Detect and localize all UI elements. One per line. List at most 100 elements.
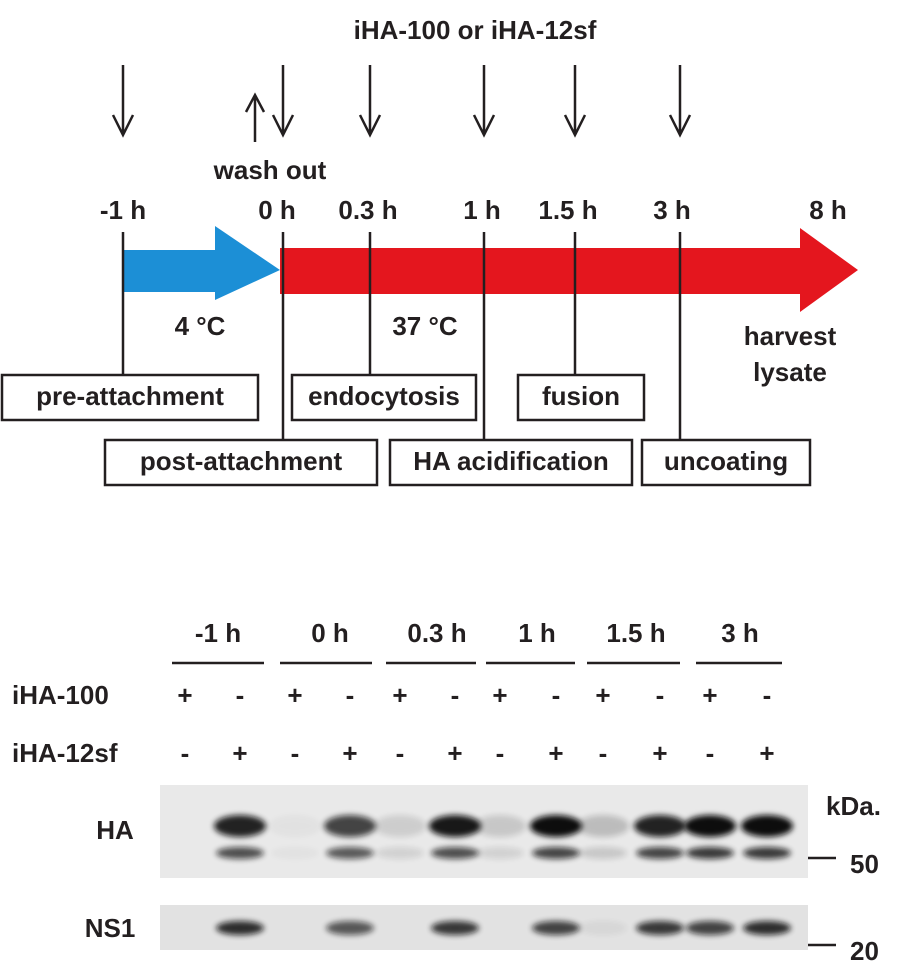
sign: - xyxy=(451,680,460,710)
marker: 50 xyxy=(850,849,879,879)
sign: + xyxy=(177,680,192,710)
band xyxy=(429,815,481,837)
harvest-label: harvest xyxy=(744,321,837,351)
lane-time: -1 h xyxy=(195,618,241,648)
band xyxy=(374,815,426,837)
stage-label: fusion xyxy=(542,381,620,411)
stage-box xyxy=(640,438,812,487)
time-label: 3 h xyxy=(653,195,691,225)
stage-label: uncoating xyxy=(664,446,788,476)
sign: - xyxy=(346,680,355,710)
band xyxy=(530,815,582,837)
sign: - xyxy=(181,738,190,768)
unit: kDa. xyxy=(826,791,881,821)
lane-time: 1 h xyxy=(518,618,556,648)
sign: + xyxy=(287,680,302,710)
band xyxy=(532,921,580,935)
time-label: -1 h xyxy=(100,195,146,225)
wash-out: wash out xyxy=(213,155,327,185)
sign: + xyxy=(548,738,563,768)
stage-label: HA acidification xyxy=(413,446,609,476)
panel-label: HA xyxy=(96,815,134,845)
sign: - xyxy=(706,738,715,768)
band xyxy=(743,921,791,935)
wash-arrow xyxy=(244,92,266,142)
band xyxy=(326,847,374,859)
band xyxy=(324,815,376,837)
band xyxy=(216,847,264,859)
sign: + xyxy=(392,680,407,710)
lane-time: 1.5 h xyxy=(606,618,665,648)
band xyxy=(476,847,524,859)
drop-arrow xyxy=(358,65,382,138)
sign: + xyxy=(652,738,667,768)
stage-box xyxy=(516,373,646,422)
band xyxy=(684,815,736,837)
band xyxy=(686,921,734,935)
sign: - xyxy=(236,680,245,710)
band xyxy=(579,847,627,859)
stage-box xyxy=(103,438,379,487)
band xyxy=(214,815,266,837)
drop-arrow xyxy=(271,65,295,138)
sign: - xyxy=(763,680,772,710)
sign: - xyxy=(552,680,561,710)
stage-box xyxy=(290,373,478,422)
band xyxy=(636,921,684,935)
lane-time: 0 h xyxy=(311,618,349,648)
band xyxy=(636,847,684,859)
band xyxy=(216,921,264,935)
marker: 20 xyxy=(850,936,879,966)
band xyxy=(532,847,580,859)
stage-label: endocytosis xyxy=(308,381,460,411)
time-label: 0 h xyxy=(258,195,296,225)
row-label: iHA-12sf xyxy=(12,738,118,768)
cold-arrow xyxy=(123,226,280,300)
lane-time: 0.3 h xyxy=(407,618,466,648)
band xyxy=(376,847,424,859)
title: iHA-100 or iHA-12sf xyxy=(354,15,597,45)
band xyxy=(579,921,627,935)
band xyxy=(326,921,374,935)
stage-box xyxy=(388,438,634,487)
band xyxy=(474,815,526,837)
drop-arrow xyxy=(668,65,692,138)
row-label: iHA-100 xyxy=(12,680,109,710)
sign: - xyxy=(496,738,505,768)
stage-label: pre-attachment xyxy=(36,381,224,411)
drop-arrow xyxy=(472,65,496,138)
stage-label: post-attachment xyxy=(140,446,343,476)
band xyxy=(686,847,734,859)
drop-arrow xyxy=(563,65,587,138)
band xyxy=(431,921,479,935)
time-label: 0.3 h xyxy=(338,195,397,225)
sign: + xyxy=(342,738,357,768)
sign: + xyxy=(759,738,774,768)
warm-arrow xyxy=(280,228,858,312)
sign: + xyxy=(702,680,717,710)
time-label: 1 h xyxy=(463,195,501,225)
band xyxy=(431,847,479,859)
warm-label: 37 °C xyxy=(392,311,458,341)
sign: - xyxy=(291,738,300,768)
sign: + xyxy=(595,680,610,710)
stage-box xyxy=(0,373,260,422)
band xyxy=(741,815,793,837)
drop-arrow xyxy=(111,65,135,138)
band xyxy=(577,815,629,837)
sign: - xyxy=(599,738,608,768)
lane-time: 3 h xyxy=(721,618,759,648)
sign: + xyxy=(447,738,462,768)
time-label: 8 h xyxy=(809,195,847,225)
band xyxy=(271,847,319,859)
band xyxy=(634,815,686,837)
sign: + xyxy=(232,738,247,768)
band xyxy=(269,815,321,837)
band xyxy=(743,847,791,859)
panel-label: NS1 xyxy=(85,913,136,943)
sign: + xyxy=(492,680,507,710)
sign: - xyxy=(656,680,665,710)
sign: - xyxy=(396,738,405,768)
cold-label: 4 °C xyxy=(175,311,226,341)
